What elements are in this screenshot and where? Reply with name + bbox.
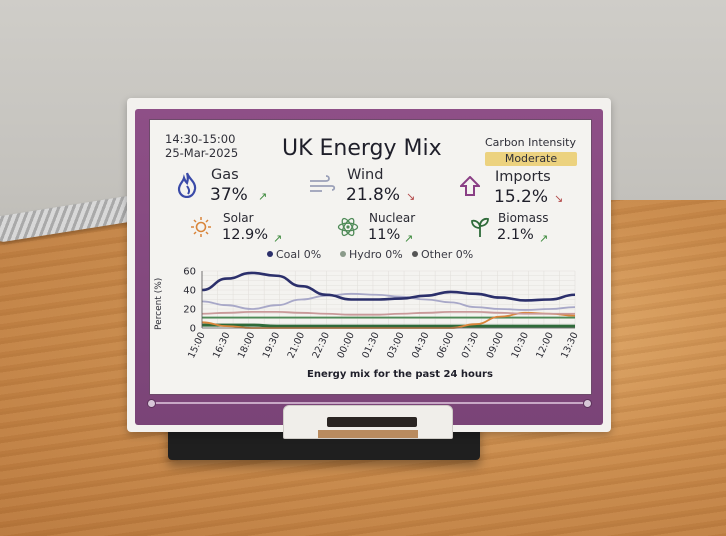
wind-trend-down-icon: ↘ — [406, 190, 416, 203]
legend-hydro-dot — [340, 251, 346, 257]
solar-value: 12.9% — [222, 227, 269, 243]
x-tick-label: 16:30 — [211, 331, 233, 360]
series-line-biomass — [201, 323, 575, 328]
wind-value: 21.8% — [346, 185, 401, 205]
x-tick-label: 22:30 — [311, 331, 333, 360]
screw-left — [147, 399, 156, 408]
x-tick-label: 04:30 — [410, 331, 432, 360]
nuclear-trend-up-icon: ↗ — [404, 232, 414, 245]
wind-label: Wind — [347, 167, 384, 183]
solar-trend-up-icon: ↗ — [273, 232, 283, 245]
y-axis-label: Percent (%) — [154, 277, 164, 330]
page-title: UK Energy Mix — [282, 136, 442, 161]
x-tick-label: 06:00 — [435, 331, 457, 360]
gas-value: 37% — [210, 185, 248, 205]
legend-coal-dot — [267, 251, 273, 257]
usb-port — [327, 417, 417, 427]
epaper-screen: 14:30-15:00 25-Mar-2025 UK Energy Mix Ca… — [149, 119, 592, 395]
x-tick-label: 03:00 — [385, 331, 407, 360]
legend-hydro: Hydro 0% — [340, 248, 403, 261]
x-tick-label: 09:00 — [485, 331, 507, 360]
x-tick-label: 01:30 — [360, 331, 382, 360]
nuclear-value: 11% — [368, 227, 401, 243]
biomass-trend-up-icon: ↗ — [539, 232, 549, 245]
carbon-intensity-badge: Moderate — [485, 152, 577, 166]
legend-hydro-label: Hydro 0% — [349, 248, 403, 261]
biomass-value: 2.1% — [497, 227, 534, 243]
legend-other: Other 0% — [412, 248, 473, 261]
imports-value: 15.2% — [494, 187, 549, 207]
x-tick-label: 12:00 — [534, 331, 556, 360]
x-tick-label: 00:00 — [335, 331, 357, 360]
sprout-icon — [470, 216, 490, 238]
legend-other-dot — [412, 251, 418, 257]
sun-icon — [190, 216, 212, 238]
atom-icon — [337, 216, 359, 238]
legend-other-label: Other 0% — [421, 248, 474, 261]
x-tick-label: 21:00 — [286, 331, 308, 360]
gas-trend-up-icon: ↗ — [258, 190, 268, 203]
x-tick-label: 15:00 — [186, 331, 208, 360]
flame-icon — [176, 172, 198, 198]
imports-label: Imports — [495, 169, 551, 185]
x-tick-label: 13:30 — [559, 331, 581, 360]
y-tick-label: 20 — [183, 305, 196, 316]
x-tick-label: 10:30 — [509, 331, 531, 360]
series-line-imports — [201, 310, 575, 316]
wind-icon — [308, 175, 336, 195]
x-tick-label: 07:30 — [460, 331, 482, 360]
y-tick-label: 40 — [183, 286, 196, 297]
solar-label: Solar — [223, 211, 254, 225]
date: 25-Mar-2025 — [165, 146, 239, 160]
carbon-intensity-label: Carbon Intensity — [485, 136, 577, 149]
bezel-trim — [148, 402, 590, 414]
legend-coal: Coal 0% — [267, 248, 321, 261]
series-line-wind — [201, 292, 576, 311]
chart-caption: Energy mix for the past 24 hours — [307, 369, 493, 380]
biomass-label: Biomass — [498, 211, 549, 225]
screw-right — [583, 399, 592, 408]
imports-trend-down-icon: ↘ — [554, 192, 564, 205]
connector-base — [318, 430, 418, 438]
x-tick-label: 18:00 — [236, 331, 258, 360]
time-range: 14:30-15:00 — [165, 132, 236, 146]
nuclear-label: Nuclear — [369, 211, 416, 225]
y-tick-label: 0 — [190, 324, 196, 335]
x-tick-label: 19:30 — [261, 331, 283, 360]
import-arrow-icon — [460, 176, 480, 196]
series-line-gas — [201, 271, 576, 302]
y-tick-label: 60 — [183, 267, 196, 278]
energy-mix-chart: 0 20 40 60 15:00 16:30 18:00 19:30 21:00 22:30 00:… — [183, 267, 581, 361]
gas-label: Gas — [211, 167, 239, 183]
legend-coal-label: Coal 0% — [276, 248, 322, 261]
